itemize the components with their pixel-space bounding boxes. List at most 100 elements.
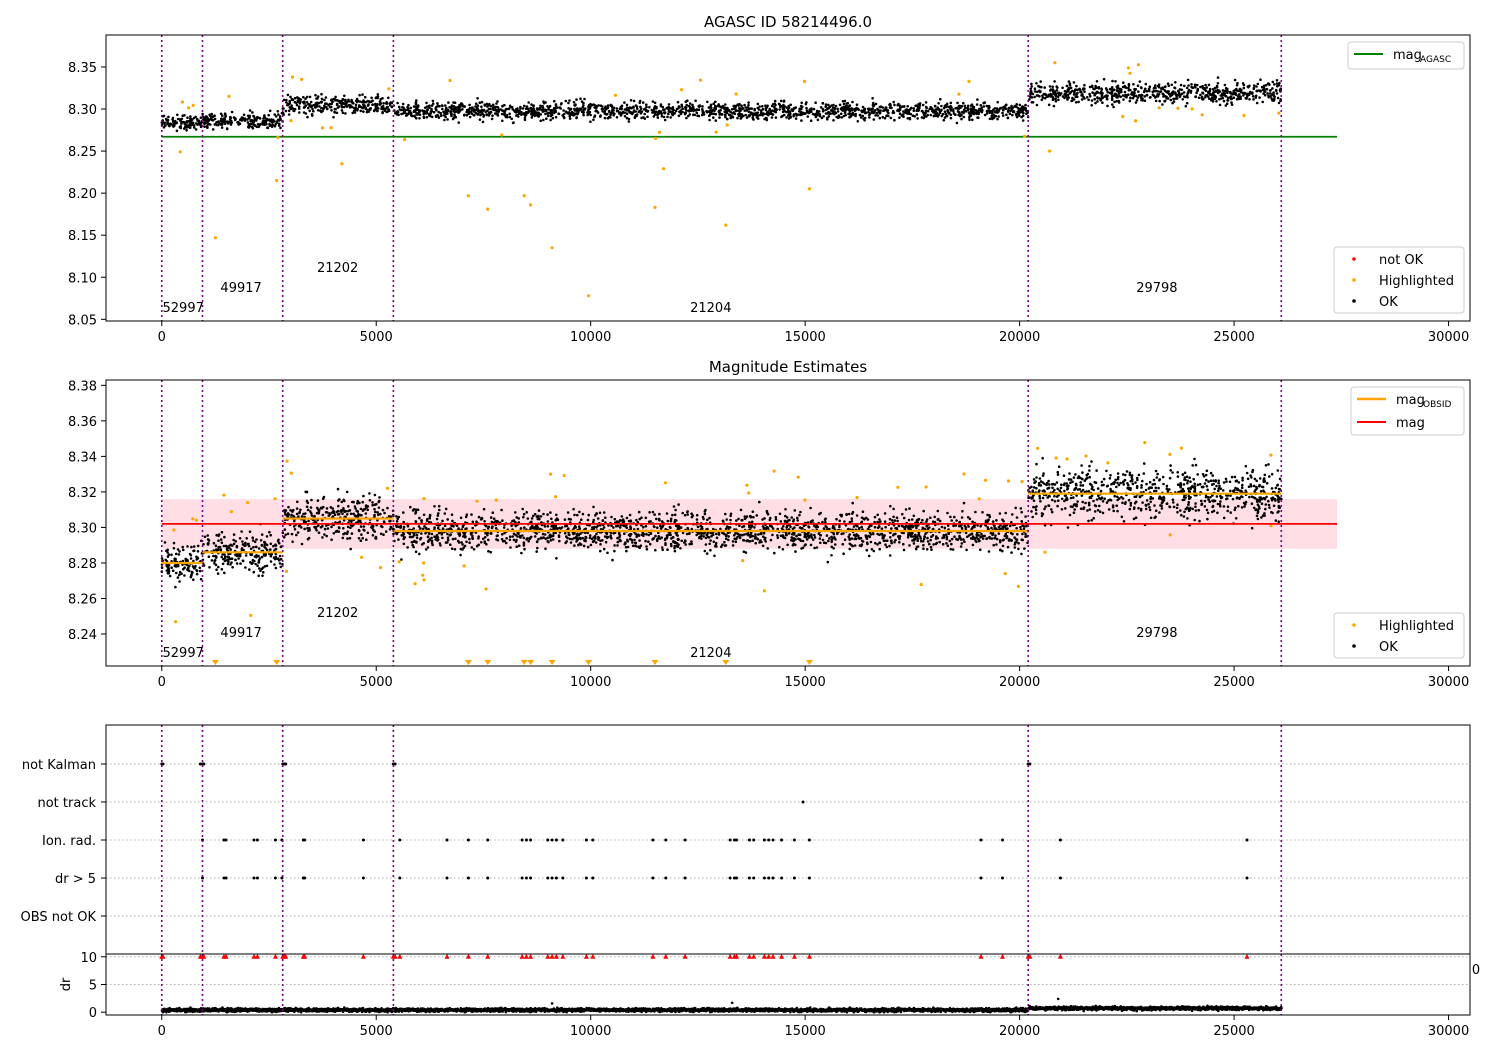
y-tick-label: 0 — [89, 1006, 97, 1021]
dr-points — [160, 997, 1283, 1014]
x-tick-label: 30000 — [1428, 1024, 1469, 1039]
legend-box — [1333, 612, 1465, 659]
capped-dr-marker — [791, 954, 797, 959]
flag-points — [201, 876, 1249, 880]
capped-dr-marker — [734, 954, 740, 959]
offscale-triangle — [464, 660, 472, 665]
capped-dr-marker — [528, 954, 534, 959]
offscale-triangle — [520, 660, 528, 665]
ok-points — [160, 76, 1283, 133]
capped-dr-marker — [272, 954, 278, 959]
flag-category-label: not Kalman — [22, 758, 96, 773]
offscale-markers — [211, 660, 813, 665]
y-tick-label: 8.30 — [68, 103, 97, 118]
agasc-magnitude-panel: 52997 49917 21202 21204 29798 0 5000 10000 15000… — [68, 34, 1471, 345]
capped-dr-marker — [1027, 954, 1033, 959]
dr-axis-label: dr — [59, 977, 74, 991]
offscale-triangle — [527, 660, 535, 665]
flags-panel: not Kalman not track Ion. rad. dr > 5 OBS no… — [21, 724, 1471, 955]
capped-dr-marker — [663, 954, 669, 959]
legend-subscript: OBSID — [1423, 400, 1451, 410]
obsid-label: 52997 — [163, 646, 204, 661]
legend-box — [1333, 246, 1465, 314]
x-tick-label: 5000 — [360, 330, 393, 345]
highlighted-points — [172, 441, 1273, 624]
x-tick-label: 20000 — [999, 330, 1040, 345]
capped-dr-marker — [545, 954, 551, 959]
capped-dr-marker — [223, 954, 229, 959]
legend-points: Highlighted OK — [1333, 612, 1465, 659]
x-tick-label: 25000 — [1213, 675, 1254, 690]
capped-dr-marker — [360, 954, 366, 959]
offscale-triangle — [484, 660, 492, 665]
capped-dr-marker — [770, 954, 776, 959]
legend-marker — [1352, 278, 1356, 282]
x-tick-label: 5000 — [360, 675, 393, 690]
legend-marker — [1352, 299, 1356, 303]
capped-dr-marker — [766, 954, 772, 959]
capped-dr-marker — [761, 954, 767, 959]
x-tick-label: 30000 — [1428, 675, 1469, 690]
capped-dr-marker — [523, 954, 529, 959]
y-tick-label: 8.35 — [68, 61, 97, 76]
y-tick-label: 8.10 — [68, 271, 97, 286]
capped-dr-marker — [999, 954, 1005, 959]
x-tick-label: 0 — [158, 1024, 166, 1039]
highlighted-points — [178, 61, 1281, 298]
capped-dr-marker — [549, 954, 555, 959]
obsid-label: 49917 — [220, 626, 261, 641]
obsid-label: 29798 — [1136, 281, 1177, 296]
capped-dr-marker — [682, 954, 688, 959]
capped-dr-marker — [779, 954, 785, 959]
obsid-label: 21204 — [690, 301, 731, 316]
legend-label: OK — [1379, 640, 1398, 655]
legend-marker — [1352, 257, 1356, 261]
axes-frame — [105, 34, 1471, 322]
capped-dr-marker — [806, 954, 812, 959]
y-tick-label: 8.25 — [68, 145, 97, 160]
y-tick-label: 8.28 — [68, 557, 97, 572]
y-tick-label: 8.38 — [68, 379, 97, 394]
obsid-label: 21202 — [317, 261, 358, 276]
plot-area — [160, 725, 1283, 954]
capped-dr-marker — [978, 954, 984, 959]
capped-dr-marker — [1057, 954, 1063, 959]
x-tick-label: 25000 — [1213, 330, 1254, 345]
capped-dr-marker — [392, 954, 398, 959]
capped-dr-marker — [302, 954, 308, 959]
overlap-tick-label: 0 — [1472, 963, 1480, 978]
capped-dr-marker — [283, 954, 289, 959]
legend-label: Highlighted — [1379, 274, 1454, 289]
obsid-label: 49917 — [220, 281, 261, 296]
y-tick-label: 8.15 — [68, 229, 97, 244]
legend-label: mag — [1393, 48, 1422, 63]
offscale-triangle — [211, 660, 219, 665]
legend-subscript: AGASC — [1420, 55, 1451, 65]
legend-points: not OK Highlighted OK — [1333, 246, 1465, 314]
plot-area — [159, 954, 1283, 1015]
capped-dr-marker — [1244, 954, 1250, 959]
plot-area: 52997 49917 21202 21204 29798 — [160, 35, 1338, 321]
x-tick-label: 10000 — [570, 1024, 611, 1039]
x-tick-label: 15000 — [784, 675, 825, 690]
y-tick-label: 8.34 — [68, 450, 97, 465]
x-tick-label: 25000 — [1213, 1024, 1254, 1039]
offscale-triangle — [548, 660, 556, 665]
capped-dr-marker — [727, 954, 733, 959]
offscale-triangle — [722, 660, 730, 665]
flag-category-label: Ion. rad. — [42, 834, 96, 849]
mid-chart-title: Magnitude Estimates — [709, 358, 867, 376]
x-tick-label: 15000 — [784, 330, 825, 345]
x-tick-label: 20000 — [999, 1024, 1040, 1039]
capped-dr-marker — [444, 954, 450, 959]
flag-category-label: OBS not OK — [21, 910, 97, 925]
legend-marker — [1352, 644, 1356, 648]
y-tick-label: 8.36 — [68, 415, 97, 430]
capped-dr-marker — [650, 954, 656, 959]
obsid-label: 29798 — [1136, 626, 1177, 641]
capped-dr-marker — [519, 954, 525, 959]
legend-label: mag — [1396, 416, 1425, 431]
